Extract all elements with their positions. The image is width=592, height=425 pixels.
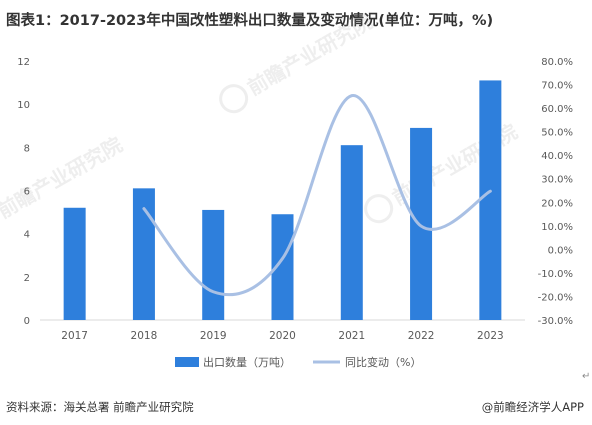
right-tick-label: 30.0% xyxy=(541,175,573,186)
left-tick-label: 10 xyxy=(17,100,30,111)
yoy-line xyxy=(142,94,492,297)
chart-title: 图表1：2017-2023年中国改性塑料出口数量及变动情况(单位：万吨，%) xyxy=(6,13,494,29)
bar xyxy=(479,80,502,320)
watermark-text: 前瞻产业研究院 xyxy=(388,119,521,210)
x-tick-label: 2020 xyxy=(269,330,296,342)
watermark: 前瞻产业研究院 xyxy=(0,132,126,223)
brand-note: @前瞻经济学人APP xyxy=(481,400,584,414)
bar xyxy=(271,214,294,320)
x-tick-label: 2018 xyxy=(131,330,158,342)
legend-bar-label: 出口数量（万吨） xyxy=(203,355,291,369)
right-tick-label: 10.0% xyxy=(541,222,573,233)
watermark: 前瞻产业研究院 xyxy=(219,9,376,114)
right-tick-label: 70.0% xyxy=(541,81,573,92)
bars xyxy=(63,80,502,321)
right-tick-label: 0.0% xyxy=(548,245,573,256)
left-axis-ticks: 0 2 4 6 8 10 12 xyxy=(17,57,30,327)
bar xyxy=(340,145,363,320)
legend: 出口数量（万吨） 同比变动（%） xyxy=(175,355,421,369)
x-tick-label: 2023 xyxy=(477,330,504,342)
left-tick-label: 6 xyxy=(24,187,30,198)
right-tick-label: 40.0% xyxy=(541,151,573,162)
watermark-text: 前瞻产业研究院 xyxy=(243,9,376,100)
source-note: 资料来源：海关总署 前瞻产业研究院 xyxy=(6,400,194,414)
right-tick-label: -10.0% xyxy=(538,269,573,280)
right-tick-label: -30.0% xyxy=(538,316,573,327)
bar xyxy=(202,209,225,320)
x-axis-labels: 2017 2018 2019 2020 2021 2022 2023 xyxy=(61,330,503,342)
bar xyxy=(132,188,155,320)
left-tick-label: 4 xyxy=(24,230,30,241)
legend-line-label: 同比变动（%） xyxy=(345,355,421,369)
left-tick-label: 8 xyxy=(24,143,30,154)
right-tick-label: 80.0% xyxy=(541,57,573,68)
right-axis-ticks: -30.0% -20.0% -10.0% 0.0% 10.0% 20.0% 30.0% 40.… xyxy=(538,57,573,327)
watermark-text: 前瞻产业研究院 xyxy=(0,132,126,223)
left-tick-label: 0 xyxy=(24,316,30,327)
bar xyxy=(63,207,86,320)
right-tick-label: 50.0% xyxy=(541,128,573,139)
watermark-logo-icon xyxy=(219,84,249,114)
x-tick-label: 2021 xyxy=(338,330,365,342)
yoy-line-path xyxy=(142,94,492,297)
x-tick-label: 2022 xyxy=(408,330,435,342)
return-icon: ↵ xyxy=(582,371,591,382)
right-tick-label: 60.0% xyxy=(541,104,573,115)
left-tick-label: 12 xyxy=(17,57,30,68)
legend-bar-swatch xyxy=(175,357,199,367)
right-tick-label: -20.0% xyxy=(538,292,573,303)
left-tick-label: 2 xyxy=(24,273,30,284)
x-tick-label: 2019 xyxy=(200,330,227,342)
bar xyxy=(410,127,433,321)
x-tick-label: 2017 xyxy=(61,330,88,342)
right-tick-label: 20.0% xyxy=(541,198,573,209)
watermark-logo-icon xyxy=(364,194,394,224)
